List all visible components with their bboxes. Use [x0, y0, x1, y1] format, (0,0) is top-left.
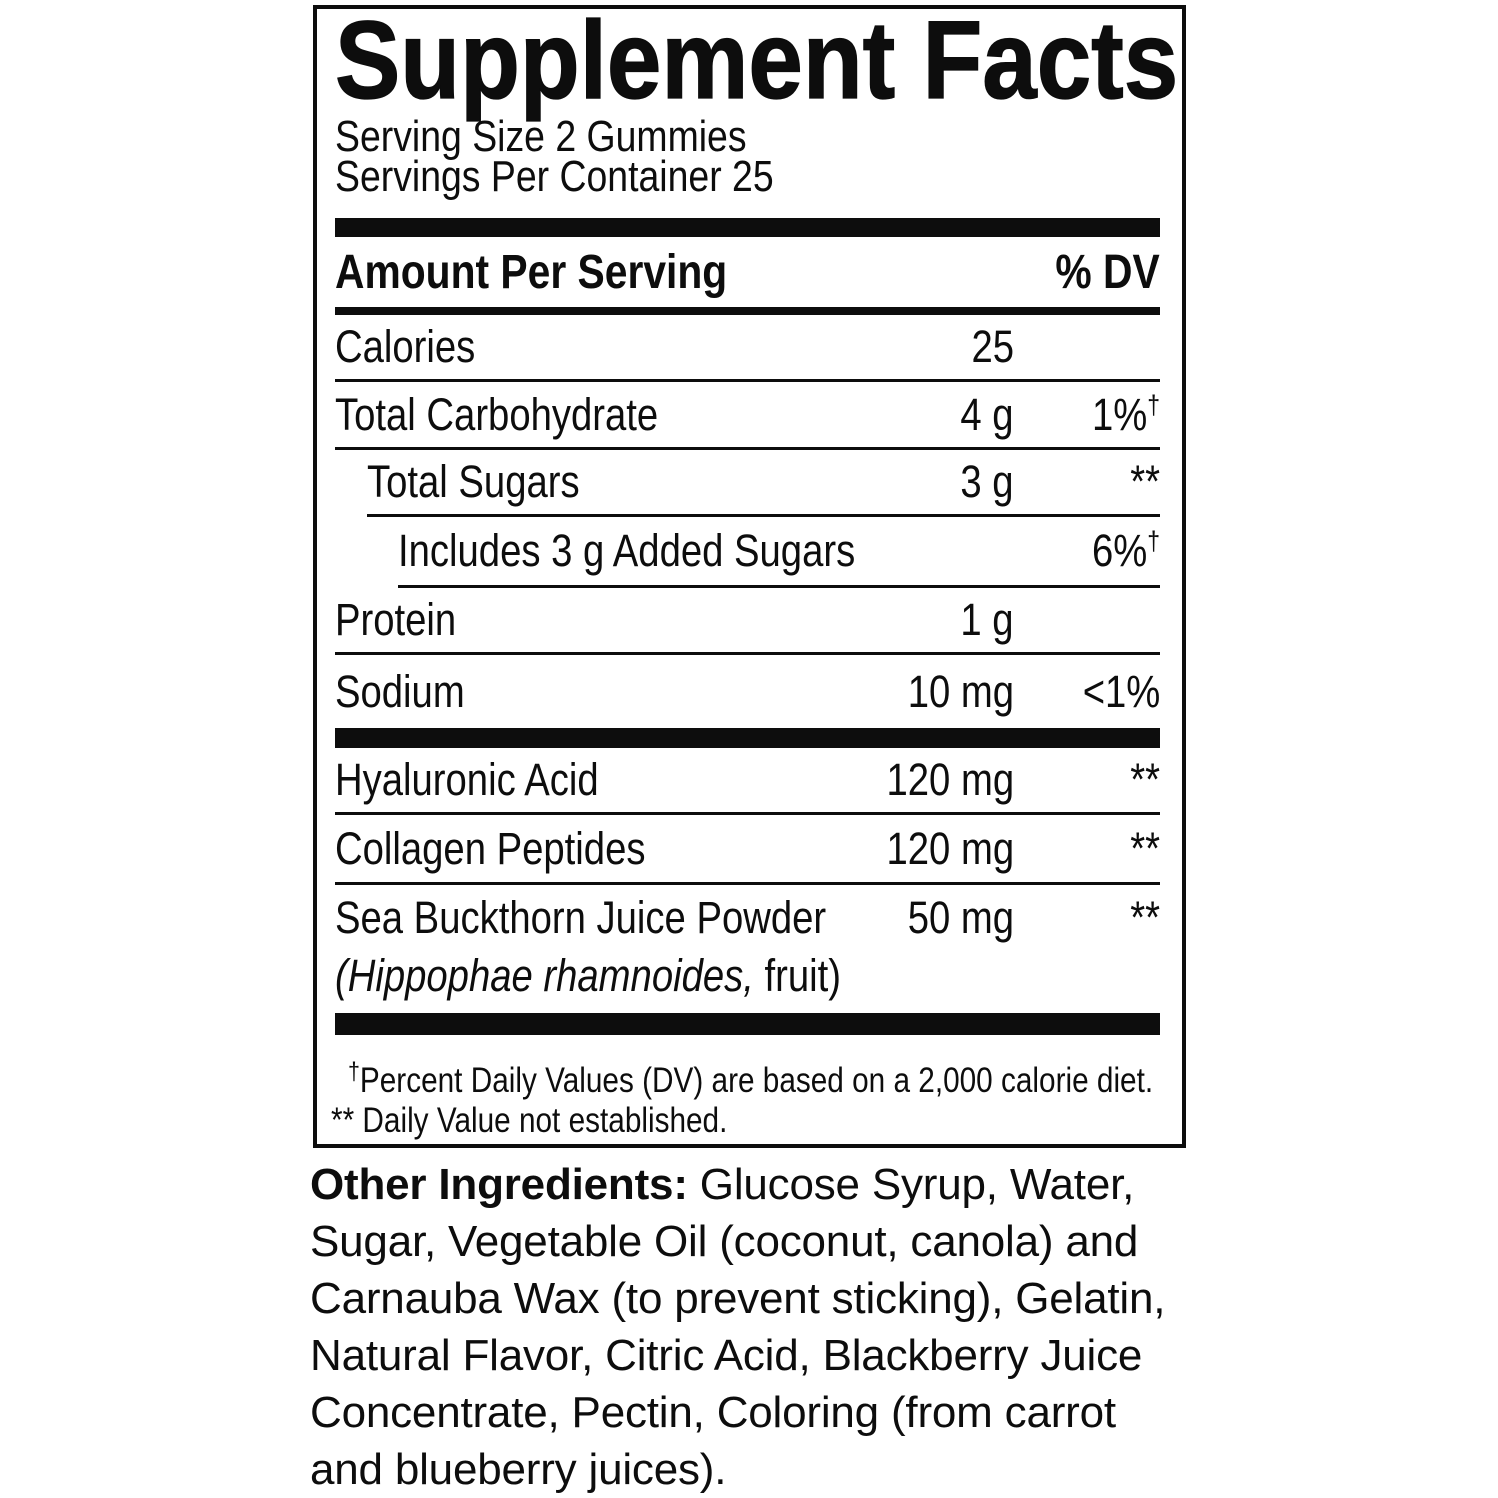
row-sea-buckthorn: Sea Buckthorn Juice Powder 50 mg ** — [335, 885, 1160, 951]
botanical-name-italic: (Hippophae rhamnoides, — [335, 950, 754, 1001]
serving-size-text: Serving Size 2 Gummies — [335, 112, 747, 161]
row-added-sugars: Includes 3 g Added Sugars 6%† — [398, 517, 1160, 588]
nutrient-dv-cell: ** — [1014, 754, 1160, 806]
column-header-dv: % DV — [1055, 245, 1160, 299]
nutrient-name: Sodium — [335, 665, 465, 717]
nutrient-dv: ** — [1130, 822, 1160, 874]
other-ingredients-paragraph: Other Ingredients: Glucose Syrup, Water,… — [310, 1156, 1195, 1498]
serving-size-line: Serving Size 2 Gummies — [335, 112, 1160, 161]
footnote-daily-values: †Percent Daily Values (DV) are based on … — [348, 1059, 1160, 1101]
nutrient-name: Total Carbohydrate — [335, 388, 659, 440]
nutrient-amount-cell: 120 mg — [794, 823, 1014, 875]
nutrient-dv: ** — [1130, 754, 1160, 805]
footnotes-block: †Percent Daily Values (DV) are based on … — [331, 1059, 1160, 1141]
nutrient-name: Collagen Peptides — [335, 822, 646, 874]
nutrient-amount: 120 mg — [886, 822, 1014, 874]
footnote-text: Percent Daily Values (DV) are based on a… — [359, 1061, 1154, 1100]
thick-divider-bottom — [335, 1013, 1160, 1035]
row-total-carbohydrate: Total Carbohydrate 4 g 1%† — [335, 382, 1160, 450]
nutrient-name: Hyaluronic Acid — [335, 754, 599, 805]
nutrient-dv-cell: ** — [1014, 456, 1160, 508]
nutrient-dv-cell — [1014, 321, 1160, 373]
nutrient-name: Protein — [335, 594, 457, 645]
dv-dagger: † — [1147, 526, 1160, 556]
thick-divider-top — [335, 218, 1160, 237]
nutrient-dv: 1% — [1091, 388, 1148, 440]
nutrient-dv: ** — [1130, 456, 1160, 507]
nutrient-amount: 25 — [971, 321, 1014, 372]
nutrient-dv-cell: 6%† — [1014, 525, 1160, 577]
nutrient-amount-cell: 1 g — [794, 594, 1014, 646]
botanical-name-line: (Hippophae rhamnoides, fruit) — [335, 951, 1160, 1001]
row-calories: Calories 25 — [335, 315, 1160, 382]
nutrient-dv-cell: ** — [1014, 892, 1160, 944]
nutrient-amount-cell: 25 — [794, 321, 1014, 373]
nutrient-name: Total Sugars — [367, 456, 580, 507]
other-ingredients-label: Other Ingredients: — [310, 1160, 700, 1209]
nutrient-name-cell: Total Sugars — [367, 456, 794, 508]
nutrient-amount: 50 mg — [907, 892, 1014, 943]
medium-divider-header — [335, 307, 1160, 315]
table-header-row: Amount Per Serving % DV — [335, 237, 1160, 307]
panel-title: Supplement Facts — [334, 0, 1179, 122]
column-header-amount: Amount Per Serving — [335, 245, 728, 299]
row-hyaluronic-acid: Hyaluronic Acid 120 mg ** — [335, 748, 1160, 815]
thick-divider-section — [335, 728, 1160, 748]
nutrient-name-cell: Sodium — [335, 666, 794, 718]
nutrient-dv-cell: <1% — [1014, 666, 1160, 718]
row-sodium: Sodium 10 mg <1% — [335, 655, 1160, 728]
nutrient-amount: 3 g — [960, 456, 1014, 507]
nutrient-dv: ** — [1130, 892, 1160, 943]
row-collagen-peptides: Collagen Peptides 120 mg ** — [335, 815, 1160, 885]
nutrient-name: Includes 3 g Added Sugars — [398, 525, 856, 576]
nutrient-name-cell: Includes 3 g Added Sugars — [398, 525, 855, 577]
nutrient-amount-cell: 10 mg — [794, 666, 1014, 718]
nutrient-name: Calories — [335, 321, 476, 372]
nutrient-name: Sea Buckthorn Juice Powder — [335, 892, 827, 943]
nutrient-name-cell: Protein — [335, 594, 794, 646]
nutrient-dv: 6% — [1091, 525, 1148, 576]
other-ingredients-text: Glucose Syrup, Water, Sugar, Vegetable O… — [310, 1160, 1166, 1494]
footnote-not-established: ** Daily Value not established. — [331, 1101, 1160, 1141]
botanical-name-rest: fruit) — [753, 950, 842, 1001]
supplement-facts-panel: Supplement Facts Serving Size 2 Gummies … — [313, 5, 1186, 1148]
nutrient-dv: <1% — [1082, 665, 1160, 717]
nutrient-amount-cell: 50 mg — [794, 892, 1014, 944]
asterisk-marker: ** — [331, 1101, 355, 1140]
nutrient-name-cell: Hyaluronic Acid — [335, 754, 794, 806]
dagger-marker: † — [348, 1057, 360, 1086]
nutrient-name-cell: Calories — [335, 321, 794, 373]
servings-per-container-line: Servings Per Container 25 — [335, 152, 1160, 201]
nutrient-amount: 120 mg — [886, 754, 1014, 805]
nutrient-name-cell: Sea Buckthorn Juice Powder — [335, 892, 826, 944]
nutrient-dv-cell — [1014, 594, 1160, 646]
row-protein: Protein 1 g — [335, 588, 1160, 655]
dv-dagger: † — [1147, 389, 1160, 420]
nutrient-amount: 4 g — [960, 388, 1014, 440]
nutrient-amount-cell: 4 g — [794, 389, 1014, 441]
nutrient-amount-cell: 120 mg — [794, 754, 1014, 806]
nutrient-amount: 10 mg — [907, 665, 1014, 717]
nutrient-name-cell: Total Carbohydrate — [335, 389, 794, 441]
nutrient-name-cell: Collagen Peptides — [335, 823, 794, 875]
nutrient-amount-cell: 3 g — [794, 456, 1014, 508]
footnote-text: Daily Value not established. — [354, 1101, 728, 1140]
servings-per-container-text: Servings Per Container 25 — [335, 152, 774, 201]
nutrient-amount: 1 g — [960, 594, 1014, 645]
nutrient-dv-cell: 1%† — [1014, 389, 1160, 441]
nutrient-dv-cell: ** — [1014, 823, 1160, 875]
row-total-sugars: Total Sugars 3 g ** — [367, 450, 1160, 517]
